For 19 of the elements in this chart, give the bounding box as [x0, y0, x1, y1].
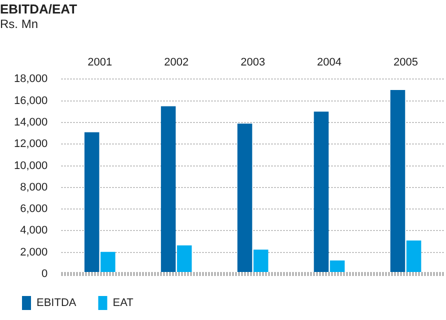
- legend-label: EBITDA: [36, 297, 77, 310]
- y-tick-label: 12,000: [14, 138, 48, 150]
- y-tick-label: 18,000: [14, 73, 48, 86]
- y-tick-label: 8,000: [20, 181, 48, 194]
- x-tick-label: 2002: [164, 56, 189, 69]
- chart-subtitle: Rs. Mn: [0, 17, 38, 32]
- x-tick-label: 2004: [317, 56, 342, 69]
- y-tick-label: 10,000: [14, 160, 48, 172]
- chart-title: EBITDA/EAT: [0, 1, 78, 16]
- y-tick-label: 14,000: [14, 116, 48, 129]
- x-tick-label: 2003: [240, 56, 266, 69]
- x-tick-label: 2001: [88, 56, 112, 69]
- legend-label: EAT: [112, 297, 134, 310]
- y-tick-label: 6,000: [20, 203, 48, 216]
- y-tick-label: 16,000: [14, 94, 48, 107]
- y-tick-label: 2,000: [20, 246, 48, 258]
- x-tick-label: 2005: [394, 56, 418, 69]
- y-tick-label: 4,000: [20, 224, 48, 237]
- y-tick-label: 0: [42, 268, 48, 280]
